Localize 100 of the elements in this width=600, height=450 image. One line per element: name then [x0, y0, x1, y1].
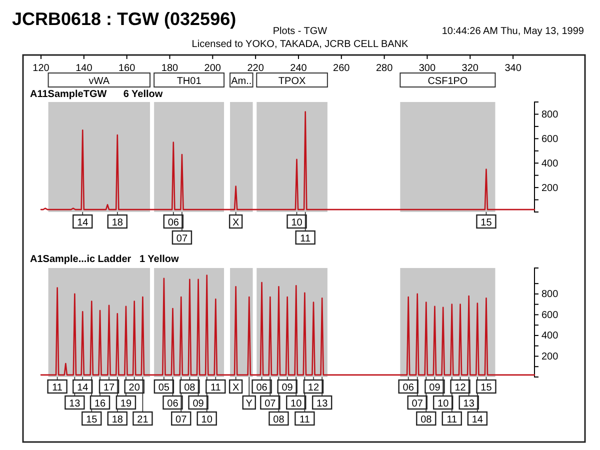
- allele-label-box: Y: [242, 376, 256, 410]
- annotation: 13: [69, 398, 81, 410]
- x-tick-label: 120: [32, 63, 50, 74]
- line-series: [40, 111, 536, 210]
- x-tick-label: 240: [290, 63, 308, 74]
- annotation: 10: [291, 218, 303, 228]
- band-label: CSF1PO: [428, 76, 468, 87]
- annotation: 11: [300, 234, 311, 244]
- annotation: 15: [86, 414, 98, 426]
- allele-label-box: 09: [277, 376, 298, 394]
- x-tick-label: 140: [76, 63, 93, 74]
- annotation: 06: [168, 218, 180, 228]
- annotation: 10: [438, 398, 450, 410]
- annotation: 21: [137, 414, 149, 426]
- x-tick-label: 260: [333, 63, 350, 74]
- text: Plots - TGW: [272, 26, 328, 37]
- annotation: 12: [454, 382, 466, 394]
- annotation: 08: [273, 414, 285, 426]
- band-label: TH01: [176, 76, 202, 87]
- y-tick-label: 200: [542, 351, 559, 362]
- allele-label-box: 15: [476, 376, 496, 394]
- annotation: 06: [167, 398, 179, 410]
- annotation: 10: [290, 398, 302, 410]
- text: 10:44:26 AM Thu, May 13, 1999: [442, 26, 584, 37]
- allele-label-box: 08: [180, 376, 200, 394]
- allele-label-box: 11: [47, 376, 68, 394]
- annotation: 19: [120, 398, 132, 410]
- x-tick-label: 300: [418, 63, 436, 74]
- x-tick-label: 160: [118, 63, 136, 74]
- annotation: 07: [176, 414, 188, 426]
- annotation: X: [232, 382, 240, 394]
- x-tick-label: 320: [462, 63, 479, 74]
- annotation: 20: [128, 382, 140, 394]
- allele-label-box: 06: [398, 376, 418, 394]
- annotation: 11: [300, 414, 310, 426]
- allele-label-box: 20: [124, 376, 144, 394]
- annotation: 07: [412, 398, 424, 410]
- annotation: 13: [463, 398, 475, 410]
- band-label: TPOX: [278, 76, 306, 87]
- annotation: 14: [472, 414, 484, 426]
- text: Licensed to YOKO, TAKADA, JCRB CELL BANK: [192, 39, 409, 50]
- annotation: 06: [402, 382, 414, 394]
- annotation: 14: [77, 382, 89, 394]
- annotation: 09: [429, 382, 441, 394]
- allele-label-box: 11: [206, 376, 226, 394]
- annotation: 06: [256, 382, 268, 394]
- y-tick-label: 400: [542, 158, 559, 170]
- annotation: 09: [192, 398, 204, 410]
- chart-subtitle: A1Sample...ic Ladder 1 Yellow: [30, 254, 179, 265]
- allele-label-box: 18: [107, 212, 128, 229]
- allele-label-box: 12: [303, 376, 324, 394]
- band-label: Am..: [231, 76, 252, 87]
- x-tick-label: 180: [161, 63, 179, 74]
- y-tick-label: 600: [542, 310, 559, 321]
- allele-label-box: 17: [98, 376, 120, 394]
- annotation: 10: [201, 414, 213, 426]
- annotation: 11: [446, 414, 458, 426]
- allele-label-box: 09: [424, 376, 445, 394]
- allele-label-box: 10: [286, 212, 307, 229]
- annotation: X: [232, 218, 240, 228]
- annotation: 17: [103, 382, 116, 394]
- annotation: 18: [112, 414, 124, 426]
- y-tick-label: 800: [542, 289, 559, 300]
- annotation: 08: [184, 382, 196, 394]
- line-series: [40, 274, 536, 376]
- annotation: 18: [112, 218, 124, 228]
- allele-label-box: 12: [450, 376, 470, 394]
- annotation: 09: [282, 382, 294, 394]
- allele-label-box: 06: [163, 212, 184, 229]
- annotation: 11: [52, 382, 63, 394]
- allele-label-box: 06: [252, 376, 272, 394]
- allele-label-box: X: [228, 212, 243, 229]
- chart-title: JCRB0618 : TGW (032596): [12, 9, 236, 29]
- y-tick-label: 400: [542, 330, 559, 342]
- annotation: 12: [308, 382, 320, 394]
- annotation: 15: [480, 382, 492, 394]
- allele-label-box: 05: [154, 376, 174, 394]
- annotation: 07: [264, 398, 276, 410]
- allele-label-box: 14: [72, 376, 93, 394]
- allele-label-box: 14: [72, 212, 93, 229]
- annotation: 07: [176, 234, 188, 244]
- annotation: 13: [316, 398, 328, 410]
- annotation: 11: [210, 382, 222, 394]
- annotation: 14: [77, 218, 89, 228]
- annotation: Y: [246, 398, 253, 410]
- x-tick-label: 220: [247, 63, 264, 74]
- x-tick-label: 200: [204, 63, 222, 74]
- annotation: 16: [94, 398, 106, 410]
- x-tick-label: 340: [504, 63, 522, 74]
- allele-label-box: X: [228, 376, 243, 394]
- chart-subtitle: A11SampleTGW 6 Yellow: [30, 89, 163, 100]
- allele-label-box: 15: [476, 212, 496, 229]
- annotation: 05: [158, 382, 170, 394]
- band-label: vWA: [88, 76, 110, 87]
- y-tick-label: 800: [542, 109, 559, 120]
- annotation: 08: [420, 414, 432, 426]
- y-tick-label: 200: [542, 182, 559, 194]
- annotation: 15: [480, 218, 492, 228]
- x-tick-label: 280: [376, 63, 394, 74]
- y-tick-label: 600: [542, 134, 559, 145]
